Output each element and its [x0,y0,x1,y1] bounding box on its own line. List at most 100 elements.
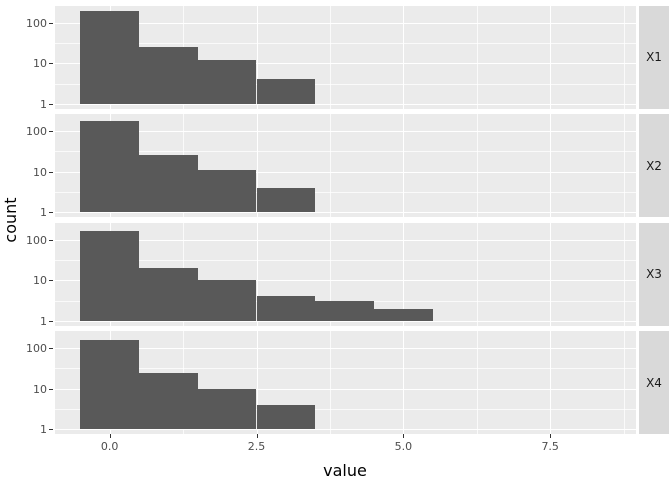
x-minor-gridline [623,222,625,326]
y-tick-mark [49,239,53,241]
y-tick-mark [49,171,53,173]
x-major-gridline [550,114,552,217]
x-major-gridline [403,331,405,434]
x-major-gridline [256,5,258,109]
y-minor-gridline [55,259,636,261]
histogram-bar [80,340,139,430]
y-major-gridline [55,348,636,350]
x-major-gridline [403,114,405,217]
y-major-gridline [55,320,636,322]
histogram-bar [197,388,257,430]
facet-panel-X3 [55,222,636,326]
facet-strip-X1: X1 [639,5,669,109]
x-minor-gridline [476,114,478,217]
x-tick-mark [403,434,405,438]
y-tick-mark [49,429,53,431]
y-major-gridline [55,131,636,133]
y-minor-gridline [55,300,636,302]
histogram-bar [256,187,316,213]
y-tick-label: 100 [26,16,47,30]
y-tick-label: 1 [40,423,47,437]
y-tick-mark [49,22,53,24]
y-major-gridline [55,103,636,105]
x-minor-gridline [329,331,331,434]
histogram-bar [197,280,257,321]
y-tick-label: 100 [26,342,47,356]
y-tick-label: 10 [33,382,47,396]
facet-strip-label: X4 [646,375,662,390]
y-tick-label: 10 [33,274,47,288]
x-major-gridline [550,222,552,326]
y-major-gridline [55,429,636,431]
x-minor-gridline [476,5,478,109]
y-tick-label: 100 [26,125,47,139]
histogram-bar [256,404,316,430]
x-tick-label: 2.5 [247,440,266,453]
x-major-gridline [550,331,552,434]
x-minor-gridline [623,5,625,109]
y-tick-mark [49,320,53,322]
y-tick-mark [49,63,53,65]
x-tick-label: 0.0 [100,440,119,453]
x-minor-gridline [329,222,331,326]
facet-panel-X4 [55,331,636,434]
y-tick-mark [49,348,53,350]
x-major-gridline [403,5,405,109]
y-major-gridline [55,171,636,173]
x-major-gridline [403,222,405,326]
x-tick-mark [550,434,552,438]
histogram-bar [80,230,139,321]
x-major-gridline [550,5,552,109]
y-major-gridline [55,388,636,390]
facet-strip-X2: X2 [639,114,669,217]
y-tick-mark [49,103,53,105]
histogram-bar [139,372,198,430]
histogram-bar [197,60,257,104]
histogram-bar [80,120,139,213]
y-tick-label: 100 [26,233,47,247]
y-minor-gridline [55,151,636,153]
x-axis-title: value [323,461,367,480]
x-tick-label: 5.0 [394,440,413,453]
y-minor-gridline [55,368,636,370]
histogram-bar [139,47,198,104]
x-minor-gridline [329,5,331,109]
y-minor-gridline [55,83,636,85]
histogram-bar [139,268,198,321]
facet-strip-label: X2 [646,158,662,173]
y-major-gridline [55,212,636,214]
x-tick-label: 7.5 [541,440,559,453]
facet-panel-X1 [55,5,636,109]
y-major-gridline [55,63,636,65]
y-tick-label: 10 [33,165,47,179]
histogram-bar [374,308,433,321]
x-major-gridline [256,331,258,434]
y-tick-label: 1 [40,97,47,111]
y-tick-mark [49,212,53,214]
x-major-gridline [256,114,258,217]
y-tick-label: 1 [40,206,47,220]
histogram-bar [139,154,198,213]
y-major-gridline [55,239,636,241]
x-major-gridline [256,222,258,326]
x-minor-gridline [476,331,478,434]
y-major-gridline [55,280,636,282]
x-minor-gridline [329,114,331,217]
histogram-bar [197,170,257,213]
x-tick-mark [109,434,111,438]
y-minor-gridline [55,192,636,193]
histogram-bar [256,79,316,104]
facet-panel-X2 [55,114,636,217]
facet-strip-X3: X3 [639,222,669,326]
y-major-gridline [55,22,636,24]
y-tick-mark [49,280,53,282]
y-tick-mark [49,388,53,390]
facet-strip-label: X3 [646,267,662,281]
x-tick-mark [256,434,258,438]
histogram-bar [315,301,374,321]
y-tick-mark [49,131,53,133]
y-minor-gridline [55,409,636,410]
x-minor-gridline [476,222,478,326]
x-minor-gridline [623,114,625,217]
